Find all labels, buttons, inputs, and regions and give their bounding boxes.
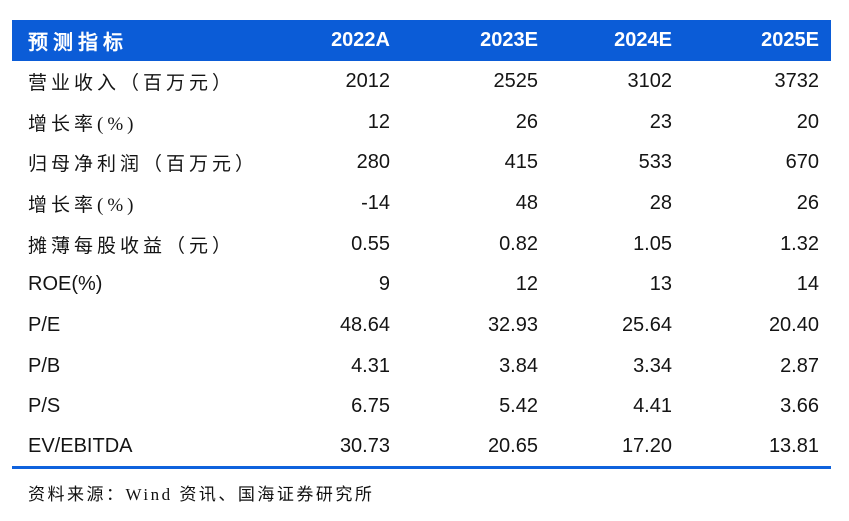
header-metric-label: 预测指标 [12,20,272,61]
cell-value: 13.81 [768,435,819,458]
cell-value: 3.84 [499,354,538,377]
header-col-2022a: 2022A [272,20,390,61]
source-note: 资料来源：Wind 资讯、国海证券研究所 [28,485,375,504]
header-col-2024e: 2024E [538,20,672,61]
cell-value: 0.82 [499,232,538,255]
cell-value: 20.65 [487,435,538,458]
cell-value: 1.32 [780,232,819,255]
table-row: ROE(%) 9 12 13 14 [12,264,831,305]
row-label: P/S [28,395,61,418]
row-label: P/E [28,313,61,336]
row-label: P/B [28,354,61,377]
row-label: 营业收入（百万元） [28,72,236,94]
cell-value: 3732 [774,69,820,92]
cell-value: 280 [356,151,390,174]
cell-value: 3102 [627,69,673,92]
table-row: 摊薄每股收益（元） 0.55 0.82 1.05 1.32 [12,224,831,265]
cell-value: 6.75 [351,395,390,418]
cell-value: 17.20 [621,435,672,458]
cell-value: 23 [649,110,672,133]
cell-value: 9 [378,273,390,296]
cell-value: 533 [638,151,672,174]
header-col-2023e: 2023E [390,20,538,61]
row-label: 摊薄每股收益（元） [28,235,236,257]
table-header-row: 预测指标 2022A 2023E 2024E 2025E [12,20,831,61]
table-body: 营业收入（百万元） 2012 2525 3102 3732 增长率(%) 12 26 23 20 归… [12,61,831,468]
cell-value: 3.34 [633,354,672,377]
table-row: 归母净利润（百万元） 280 415 533 670 [12,142,831,183]
row-label: 归母净利润（百万元） [28,154,259,176]
row-label: 增长率(%) [28,194,138,216]
table-row: EV/EBITDA 30.73 20.65 17.20 13.81 [12,427,831,468]
cell-value: 1.05 [633,232,672,255]
row-label: ROE(%) [28,273,103,296]
cell-value: 48.64 [339,313,390,336]
cell-value: 4.41 [633,395,672,418]
cell-value: 2525 [493,69,539,92]
table-row: 营业收入（百万元） 2012 2525 3102 3732 [12,61,831,102]
cell-value: 0.55 [351,232,390,255]
cell-value: 13 [649,273,672,296]
cell-value: 48 [515,191,538,214]
cell-value: 12 [515,273,538,296]
cell-value: -14 [361,191,390,214]
cell-value: 12 [367,110,390,133]
row-label: EV/EBITDA [28,435,133,458]
cell-value: 30.73 [339,435,390,458]
cell-value: 14 [796,273,819,296]
table-row: P/B 4.31 3.84 3.34 2.87 [12,346,831,387]
table-row: P/E 48.64 32.93 25.64 20.40 [12,305,831,346]
cell-value: 20.40 [768,313,819,336]
cell-value: 2012 [345,69,391,92]
cell-value: 25.64 [621,313,672,336]
cell-value: 26 [515,110,538,133]
row-label: 增长率(%) [28,113,138,135]
cell-value: 28 [649,191,672,214]
cell-value: 415 [504,151,538,174]
header-col-2025e: 2025E [672,20,831,61]
table-row: P/S 6.75 5.42 4.41 3.66 [12,387,831,428]
cell-value: 2.87 [780,354,819,377]
table-row: 增长率(%) 12 26 23 20 [12,102,831,143]
cell-value: 20 [796,110,819,133]
cell-value: 670 [785,151,819,174]
table-row: 增长率(%) -14 48 28 26 [12,183,831,224]
cell-value: 5.42 [499,395,538,418]
cell-value: 3.66 [780,395,819,418]
cell-value: 26 [796,191,819,214]
cell-value: 4.31 [351,354,390,377]
cell-value: 32.93 [487,313,538,336]
forecast-table: 预测指标 2022A 2023E 2024E 2025E 营业收入（百万元） 20… [12,20,831,470]
